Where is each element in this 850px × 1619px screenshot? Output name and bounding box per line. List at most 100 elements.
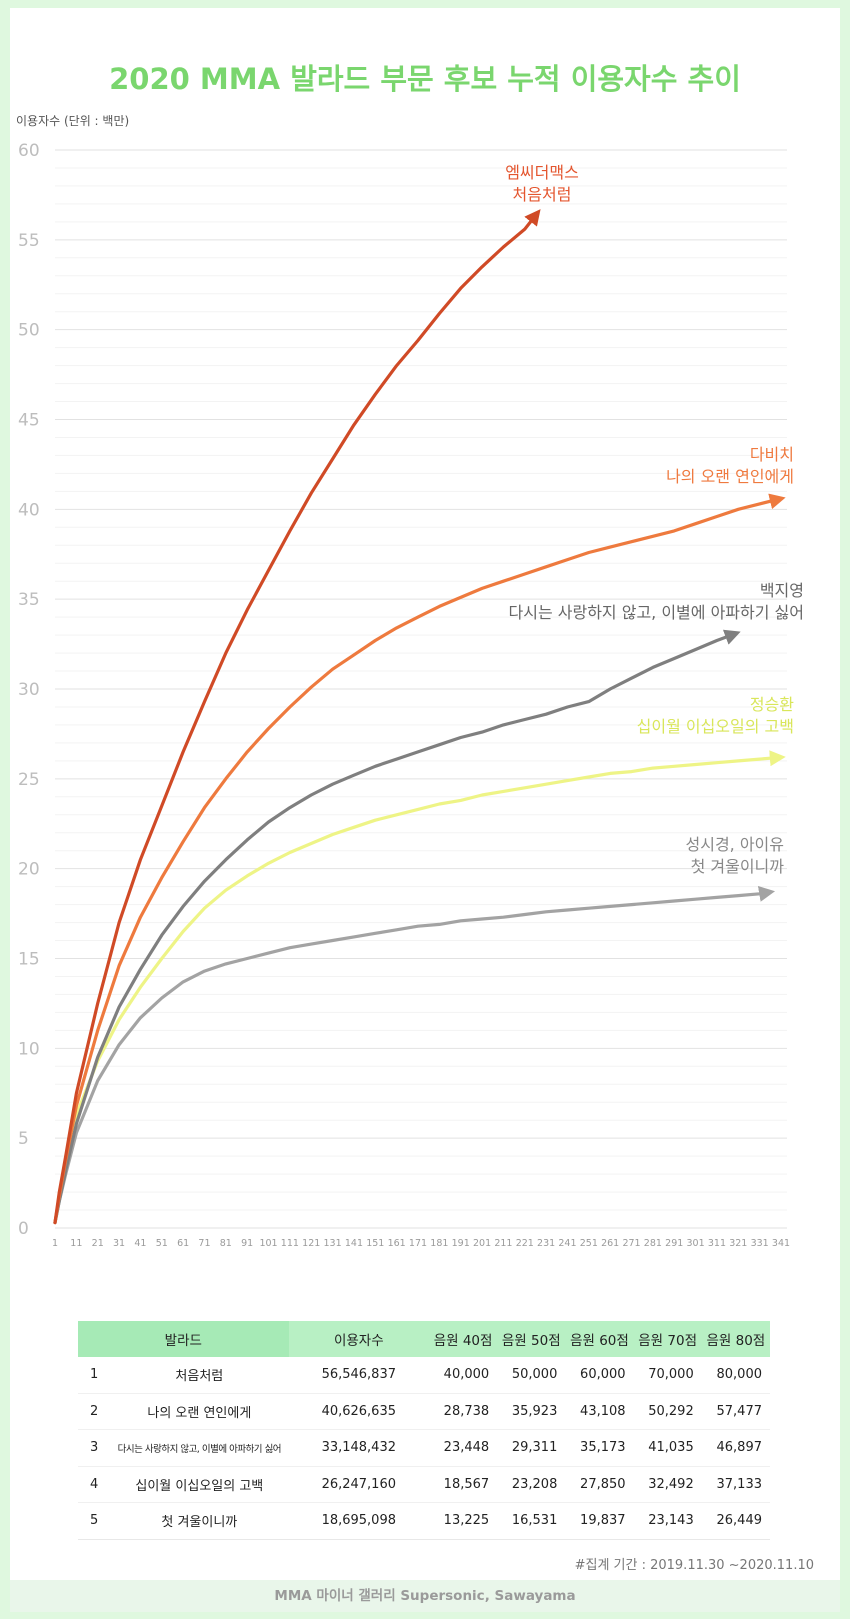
series-line	[53, 885, 776, 1225]
x-tick-label: 81	[220, 1238, 232, 1249]
row-score-40: 28,738	[428, 1393, 498, 1430]
x-tick-label: 61	[177, 1238, 189, 1249]
row-song: 십이월 이십오일의 고백	[110, 1466, 289, 1503]
series-label-artist: 성시경, 아이유	[686, 835, 785, 854]
table-row: 3 다시는 사랑하지 않고, 이별에 아파하기 싫어 33,148,432 23…	[78, 1429, 770, 1467]
aggregation-period-note: #집계 기간 : 2019.11.30 ~2020.11.10	[574, 1558, 814, 1573]
col-header-score-50: 음원 50점	[497, 1321, 566, 1357]
row-score-40: 13,225	[428, 1502, 498, 1540]
infographic-frame: 2020 MMA 발라드 부문 후보 누적 이용자수 추이 이용자수 (단위 :…	[10, 8, 840, 1612]
x-tick-label: 111	[281, 1238, 299, 1249]
x-tick-label: 11	[70, 1238, 82, 1249]
row-score-50: 16,531	[497, 1502, 566, 1540]
table-row: 2 나의 오랜 연인에게 40,626,635 28,738 35,923 43…	[78, 1393, 770, 1430]
x-tick-label: 291	[665, 1238, 683, 1249]
y-axis-unit-label: 이용자수 (단위 : 백만)	[16, 114, 130, 128]
x-tick-label: 161	[388, 1238, 406, 1249]
x-tick-label: 101	[259, 1238, 277, 1249]
x-tick-label: 221	[516, 1238, 534, 1249]
series-label-artist: 정승환	[750, 695, 794, 714]
y-tick-label: 50	[18, 321, 40, 341]
row-score-60: 19,837	[565, 1502, 634, 1540]
x-tick-label: 321	[729, 1238, 747, 1249]
x-tick-label: 201	[473, 1238, 491, 1249]
row-rank: 4	[78, 1466, 111, 1503]
row-score-60: 35,173	[565, 1429, 634, 1467]
row-score-80: 46,897	[701, 1429, 770, 1467]
x-tick-label: 71	[198, 1238, 210, 1249]
x-tick-label: 181	[430, 1238, 448, 1249]
x-tick-label: 251	[580, 1238, 598, 1249]
x-tick-label: 121	[302, 1238, 320, 1249]
row-song: 처음처럼	[110, 1357, 289, 1394]
row-song: 나의 오랜 연인에게	[110, 1393, 289, 1430]
x-tick-label: 1	[52, 1238, 58, 1249]
series-label-artist: 엠씨더맥스	[505, 163, 579, 182]
x-tick-label: 31	[113, 1238, 125, 1249]
y-tick-label: 55	[18, 231, 40, 251]
row-score-70: 50,292	[633, 1393, 702, 1430]
x-tick-label: 131	[324, 1238, 342, 1249]
series-label-song: 첫 겨울이니까	[691, 857, 785, 876]
row-score-70: 32,492	[633, 1466, 702, 1503]
row-score-50: 29,311	[497, 1429, 566, 1467]
x-tick-label: 271	[622, 1238, 640, 1249]
row-song: 첫 겨울이니까	[110, 1502, 289, 1540]
x-tick-label: 331	[751, 1238, 769, 1249]
x-tick-label: 241	[558, 1238, 576, 1249]
row-users: 18,695,098	[288, 1502, 429, 1540]
row-score-50: 23,208	[497, 1466, 566, 1503]
y-tick-label: 40	[18, 500, 40, 520]
series-lines	[53, 209, 786, 1225]
col-header-score-60: 음원 60점	[565, 1321, 634, 1357]
x-tick-labels: 1 11 21 31 41 51 61 71 81 91 101 111 121 131 141 151 161…	[52, 1238, 790, 1249]
series-label-artist: 다비치	[750, 445, 794, 464]
row-users: 40,626,635	[288, 1393, 429, 1430]
row-score-70: 70,000	[633, 1357, 702, 1394]
series-line	[53, 629, 741, 1225]
x-tick-label: 231	[537, 1238, 555, 1249]
row-rank: 3	[78, 1429, 111, 1467]
series-label-artist: 백지영	[760, 581, 804, 600]
row-score-50: 50,000	[497, 1357, 566, 1394]
y-tick-label: 35	[18, 590, 40, 610]
row-score-80: 57,477	[701, 1393, 770, 1430]
x-tick-label: 171	[409, 1238, 427, 1249]
table-header-row: 발라드 이용자수 음원 40점 음원 50점 음원 60점 음원 70점 음원 …	[78, 1321, 770, 1357]
series-label-song: 나의 오랜 연인에게	[666, 467, 794, 486]
y-tick-label: 30	[18, 680, 40, 700]
series-label-song: 다시는 사랑하지 않고, 이별에 아파하기 싫어	[509, 603, 804, 622]
row-score-50: 35,923	[497, 1393, 566, 1430]
x-tick-label: 91	[241, 1238, 253, 1249]
y-tick-label: 20	[18, 860, 40, 880]
row-score-60: 27,850	[565, 1466, 634, 1503]
x-tick-label: 311	[708, 1238, 726, 1249]
row-users: 33,148,432	[288, 1429, 429, 1467]
col-header-users: 이용자수	[288, 1321, 429, 1357]
y-tick-label: 45	[18, 411, 40, 431]
row-song: 다시는 사랑하지 않고, 이별에 아파하기 싫어	[110, 1429, 289, 1467]
col-header-score-80: 음원 80점	[701, 1321, 770, 1357]
y-tick-label: 10	[18, 1039, 40, 1059]
row-score-60: 60,000	[565, 1357, 634, 1394]
row-users: 26,247,160	[288, 1466, 429, 1503]
x-tick-label: 301	[687, 1238, 705, 1249]
score-table: 발라드 이용자수 음원 40점 음원 50점 음원 60점 음원 70점 음원 …	[78, 1321, 770, 1540]
y-tick-label: 15	[18, 950, 40, 970]
y-tick-label: 0	[18, 1219, 29, 1239]
row-score-80: 37,133	[701, 1466, 770, 1503]
x-tick-label: 261	[601, 1238, 619, 1249]
row-rank: 5	[78, 1502, 111, 1540]
row-score-40: 23,448	[428, 1429, 498, 1467]
row-score-40: 40,000	[428, 1357, 498, 1394]
col-header-score-70: 음원 70점	[633, 1321, 702, 1357]
chart-title: 2020 MMA 발라드 부문 후보 누적 이용자수 추이	[109, 62, 741, 96]
row-score-70: 41,035	[633, 1429, 702, 1467]
series-label-song: 처음처럼	[513, 185, 572, 204]
row-rank: 2	[78, 1393, 111, 1430]
table-row: 5 첫 겨울이니까 18,695,098 13,225 16,531 19,83…	[78, 1502, 770, 1540]
row-score-80: 80,000	[701, 1357, 770, 1394]
row-score-60: 43,108	[565, 1393, 634, 1430]
